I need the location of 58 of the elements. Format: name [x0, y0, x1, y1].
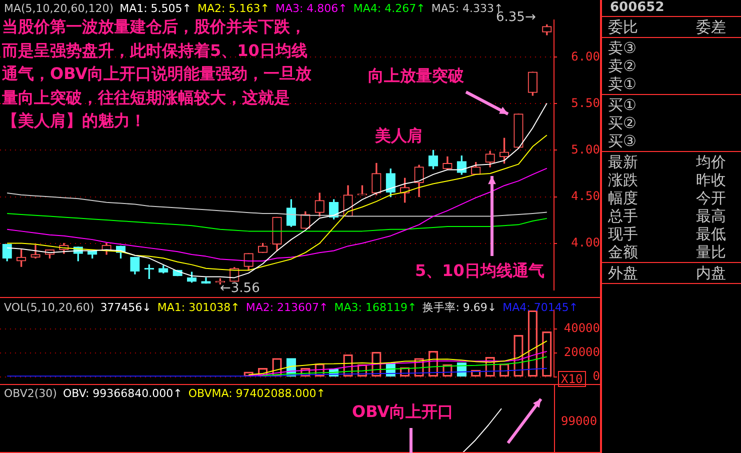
- annotation: 【美人肩】的魅力！: [2, 111, 146, 132]
- text: MA4: 4.267↑: [353, 2, 426, 15]
- text: MA2: 213607↑: [246, 301, 328, 314]
- annotation: 量向上突破，往往短期涨幅较大，这就是: [2, 88, 290, 109]
- annotation: OBV向上开口: [352, 402, 454, 423]
- annotation: 5、10日均线通气: [415, 261, 544, 282]
- text: 买②: [608, 114, 636, 133]
- y-tick-label: 5.50: [571, 96, 600, 110]
- text: 委差: [696, 18, 726, 37]
- text: MA4: 70145↑: [502, 301, 578, 314]
- text: 幅度: [608, 189, 638, 208]
- text: 买①: [608, 96, 636, 115]
- annotation: ←3.56: [220, 281, 260, 296]
- text: 最高: [696, 207, 726, 226]
- legend-title: MA(5,10,20,60,120): [4, 2, 114, 15]
- text: MA1: 301038↑: [157, 301, 240, 314]
- text: 均价: [696, 153, 726, 172]
- annotation: 当股价第一波放量建仓后，股价并未下跌，: [2, 17, 306, 38]
- text: MA2: 5.163↑: [198, 2, 270, 15]
- annotation: 向上放量突破: [368, 66, 464, 87]
- text: MA3: 4.806↑: [275, 2, 348, 15]
- annotation: 377456↓: [100, 301, 152, 314]
- text: 买③: [608, 132, 636, 151]
- text: 总手: [608, 207, 638, 226]
- text: 今开: [696, 189, 726, 208]
- text: 外盘: [608, 264, 638, 283]
- y-tick-label: 4.00: [571, 235, 600, 250]
- text: MA1: 5.505↑: [120, 2, 192, 15]
- text: 内盘: [696, 264, 726, 283]
- text: X10: [558, 371, 586, 387]
- y-tick-label: 6.00: [571, 49, 600, 64]
- y-tick-label: 0: [592, 368, 600, 383]
- annotation: 换手率: 9.69↓: [422, 301, 497, 314]
- text: 卖②: [608, 57, 636, 76]
- text: 600652: [602, 0, 741, 17]
- y-tick-label: 20000: [564, 345, 600, 360]
- y-tick-label: 40000: [564, 321, 600, 336]
- text: 最低: [696, 225, 726, 244]
- y-tick-label: 5.00: [571, 142, 600, 156]
- text: 涨跌: [608, 171, 638, 190]
- legend-title: OBV2(30): [4, 387, 57, 400]
- annotation: 通气，OBV向上开口说明能量强劲，一旦放: [2, 64, 312, 85]
- text: 委比: [608, 18, 638, 37]
- annotation: 而是呈强势盘升，此时保持着5、10日均线: [2, 41, 308, 62]
- text: 最新: [608, 153, 638, 172]
- legend-title: VOL(5,10,20,60): [4, 301, 94, 314]
- y-tick-label: 4.50: [571, 188, 600, 203]
- text: 昨收: [696, 171, 726, 190]
- text: MA3: 168119↑: [334, 301, 417, 314]
- text: 卖①: [608, 75, 636, 94]
- text: OBVMA: 97402088.000↑: [188, 387, 326, 400]
- text: OBV: 99366840.000↑: [62, 387, 182, 400]
- text: 卖③: [608, 39, 636, 58]
- text: 量比: [696, 243, 726, 262]
- text: 现手: [608, 225, 638, 244]
- annotation: 美人肩: [375, 126, 423, 147]
- text: 99000: [561, 414, 598, 428]
- text: 金额: [608, 243, 638, 262]
